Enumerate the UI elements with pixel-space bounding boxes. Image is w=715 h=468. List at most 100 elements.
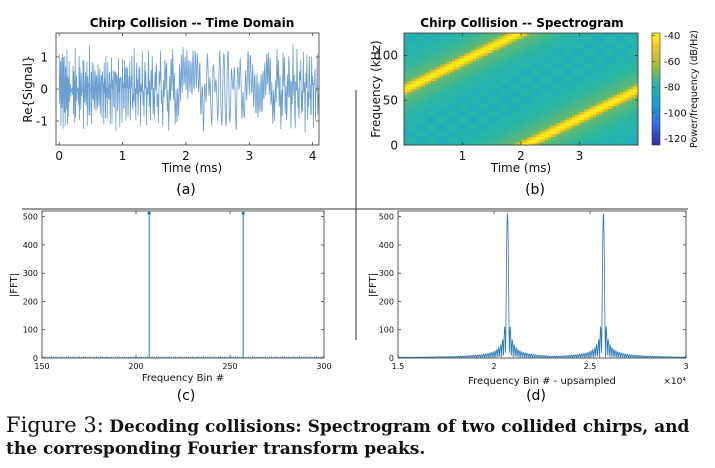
spectrogram-cell	[437, 114, 441, 118]
spectrogram-cell	[542, 105, 546, 109]
spectrogram-cell	[500, 136, 504, 140]
spectrogram-cell	[407, 111, 411, 115]
spectrogram-cell	[503, 131, 507, 135]
spectrogram-cell	[548, 44, 552, 48]
spectrogram-cell	[623, 47, 627, 51]
spectrogram-cell	[515, 52, 519, 56]
spectrogram-cell	[434, 91, 438, 95]
spectrogram-cell	[596, 86, 600, 90]
spectrogram-cell	[602, 94, 606, 98]
spectrogram-cell	[533, 47, 537, 51]
spectrogram-cell	[473, 114, 477, 118]
spectrogram-cell	[422, 117, 426, 121]
spectrogram-cell	[518, 97, 522, 101]
spectrogram-cell	[461, 97, 465, 101]
spectrogram-cell	[533, 89, 537, 93]
spectrogram-cell	[416, 72, 420, 76]
spectrogram-cell	[587, 44, 591, 48]
spectrogram-cell	[485, 114, 489, 118]
spectrogram-cell	[431, 80, 435, 84]
spectrogram-cell	[632, 89, 636, 93]
spectrogram-cell	[581, 139, 585, 143]
spectrogram-cell	[521, 35, 525, 39]
spectrogram-cell	[611, 35, 615, 39]
spectrogram-cell	[482, 111, 486, 115]
spectrogram-cell	[539, 69, 543, 73]
spectrogram-cell	[533, 86, 537, 90]
spectrogram-cell	[566, 128, 570, 132]
spectrogram-cell	[443, 122, 447, 126]
spectrogram-cell	[536, 114, 540, 118]
spectrogram-cell	[464, 94, 468, 98]
spectrogram-cell	[614, 114, 618, 118]
spectrogram-cell	[506, 72, 510, 76]
spectrogram-cell	[617, 91, 621, 95]
spectrogram-cell	[626, 100, 630, 104]
spectrogram-cell	[539, 122, 543, 126]
spectrogram-cell	[614, 100, 618, 104]
spectrogram-cell	[440, 89, 444, 93]
spectrogram-cell	[506, 142, 510, 146]
spectrogram-cell	[578, 119, 582, 123]
spectrogram-cell	[458, 77, 462, 81]
spectrogram-cell	[482, 72, 486, 76]
figure-caption: Figure 3: Decoding collisions: Spectrogr…	[6, 414, 711, 460]
spectrogram-cell	[602, 136, 606, 140]
spectrogram-cell	[611, 49, 615, 53]
spectrogram-cell	[491, 89, 495, 93]
spectrogram-cell	[500, 63, 504, 67]
spectrogram-cell	[623, 142, 627, 146]
spectrogram-cell	[419, 117, 423, 121]
spectrogram-cell	[500, 94, 504, 98]
spectrogram-cell	[566, 44, 570, 48]
spectrogram-cell	[608, 80, 612, 84]
spectrogram-cell	[620, 66, 624, 70]
spectrogram-cell	[527, 49, 531, 53]
spectrogram-cell	[509, 142, 513, 146]
spectrogram-cell	[599, 125, 603, 129]
spectrogram-cell	[602, 89, 606, 93]
spectrogram-cell	[608, 58, 612, 62]
spectrogram-cell	[449, 119, 453, 123]
spectrogram-cell	[536, 77, 540, 81]
spectrogram-cell	[635, 66, 639, 70]
spectrogram-cell	[560, 35, 564, 39]
spectrogram-cell	[434, 75, 438, 79]
spectrogram-cell	[422, 44, 426, 48]
spectrogram-cell	[602, 47, 606, 51]
spectrogram-cell	[617, 83, 621, 87]
spectrogram-cell	[449, 136, 453, 140]
spectrogram-cell	[530, 94, 534, 98]
spectrogram-cell	[614, 44, 618, 48]
spectrogram-cell	[536, 61, 540, 65]
spectrogram-cell	[551, 89, 555, 93]
spectrogram-cell	[533, 52, 537, 56]
spectrogram-cell	[629, 72, 633, 76]
spectrogram-cell	[470, 97, 474, 101]
spectrogram-cell	[503, 100, 507, 104]
spectrogram-cell	[470, 38, 474, 42]
spectrogram-cell	[422, 47, 426, 51]
spectrogram-cell	[557, 94, 561, 98]
spectrogram-cell	[602, 69, 606, 73]
spectrogram-cell	[518, 105, 522, 109]
spectrogram-cell	[455, 47, 459, 51]
spectrogram-cell	[464, 133, 468, 137]
spectrogram-cell	[623, 128, 627, 132]
spectrogram-cell	[410, 41, 414, 45]
spectrogram-cell	[536, 105, 540, 109]
spectrogram-cell	[629, 35, 633, 39]
spectrogram-cell	[581, 55, 585, 59]
spectrogram-cell	[431, 133, 435, 137]
spectrogram-cell	[443, 75, 447, 79]
spectrogram-cell	[530, 89, 534, 93]
spectrogram-cell	[524, 108, 528, 112]
spectrogram-cell	[509, 55, 513, 59]
spectrogram-cell	[620, 33, 624, 37]
spectrogram-cell	[494, 136, 498, 140]
spectrogram-cell	[503, 111, 507, 115]
spectrogram-cell	[461, 133, 465, 137]
spectrogram-cell	[446, 105, 450, 109]
spectrogram-cell	[488, 119, 492, 123]
spectrogram-cell	[548, 103, 552, 107]
